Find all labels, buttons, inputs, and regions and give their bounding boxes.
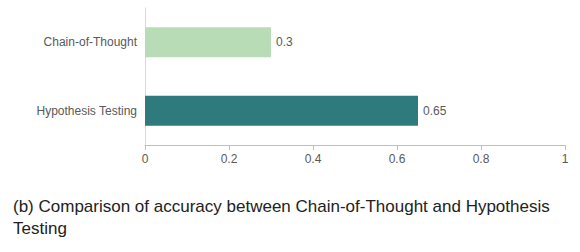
svg-text:0.65: 0.65 <box>423 104 447 118</box>
svg-text:0.3: 0.3 <box>276 35 293 49</box>
svg-text:0.2: 0.2 <box>221 152 238 166</box>
svg-text:Hypothesis Testing: Hypothesis Testing <box>37 104 138 118</box>
svg-text:0.4: 0.4 <box>305 152 322 166</box>
svg-text:Testing: Testing <box>13 219 67 238</box>
svg-text:1: 1 <box>562 152 569 166</box>
svg-text:(b) Comparison of accuracy bet: (b) Comparison of accuracy between Chain… <box>13 197 554 216</box>
svg-text:0.8: 0.8 <box>473 152 490 166</box>
svg-text:Chain-of-Thought: Chain-of-Thought <box>44 35 138 49</box>
svg-text:0: 0 <box>142 152 149 166</box>
svg-text:0.6: 0.6 <box>389 152 406 166</box>
